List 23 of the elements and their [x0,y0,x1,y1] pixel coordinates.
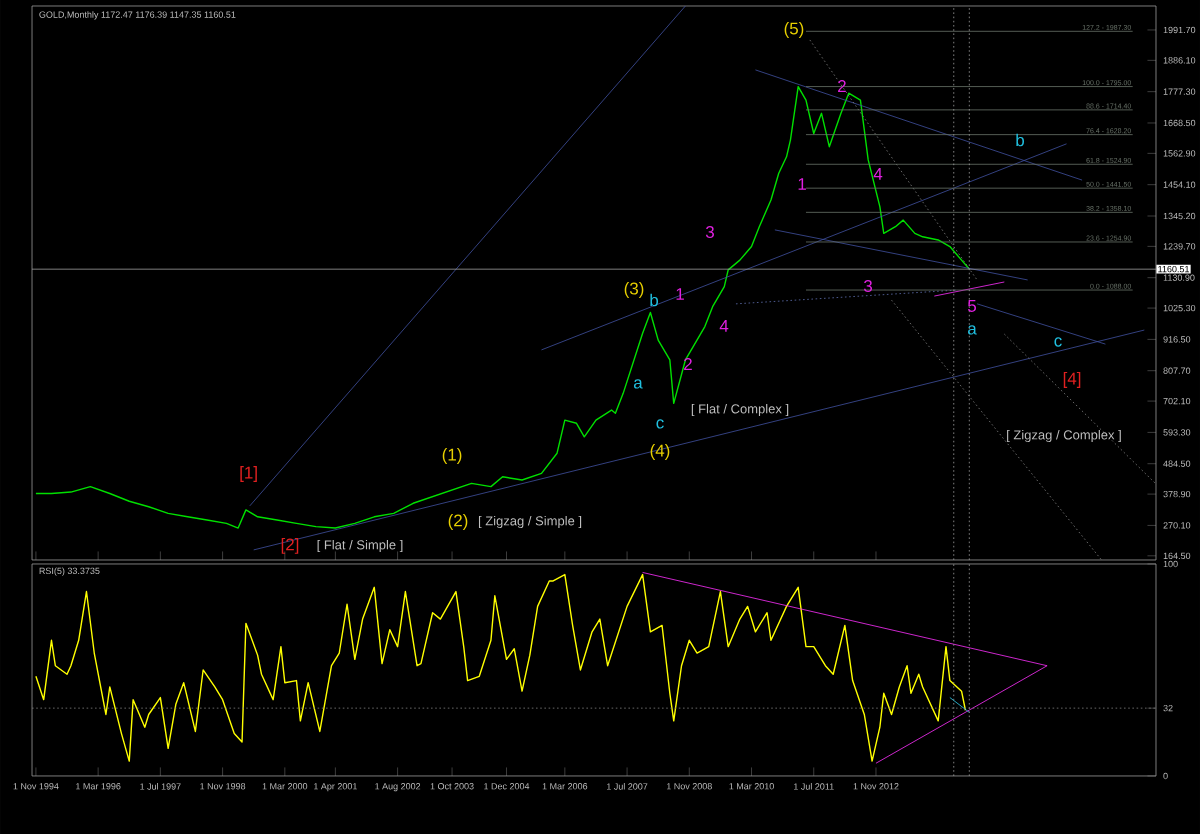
annotation: 4 [873,168,883,180]
annotation: [2] [281,538,299,554]
annotation: 2 [684,358,692,370]
annotation: 5 [967,300,977,312]
annotation: (2) [448,514,468,530]
annotation: c [1054,337,1062,347]
annotation: (5) [784,22,804,38]
annotation: a [968,325,977,335]
annotation: 3 [863,279,873,292]
annotation: (3) [624,282,644,298]
annotation: a [633,379,643,389]
annotation: 1 [798,178,806,190]
annotation: 2 [838,80,846,92]
annotation: [1] [240,466,257,482]
annotation: 4 [719,320,729,332]
annotation: b [650,293,659,307]
annotation: 3 [705,225,714,238]
annotation: (1) [442,448,462,464]
annotation: c [656,419,664,429]
annotation: (4) [650,444,670,460]
annotation: [4] [1063,372,1081,388]
annotation: b [1016,133,1025,147]
annotation: 1 [676,288,684,300]
